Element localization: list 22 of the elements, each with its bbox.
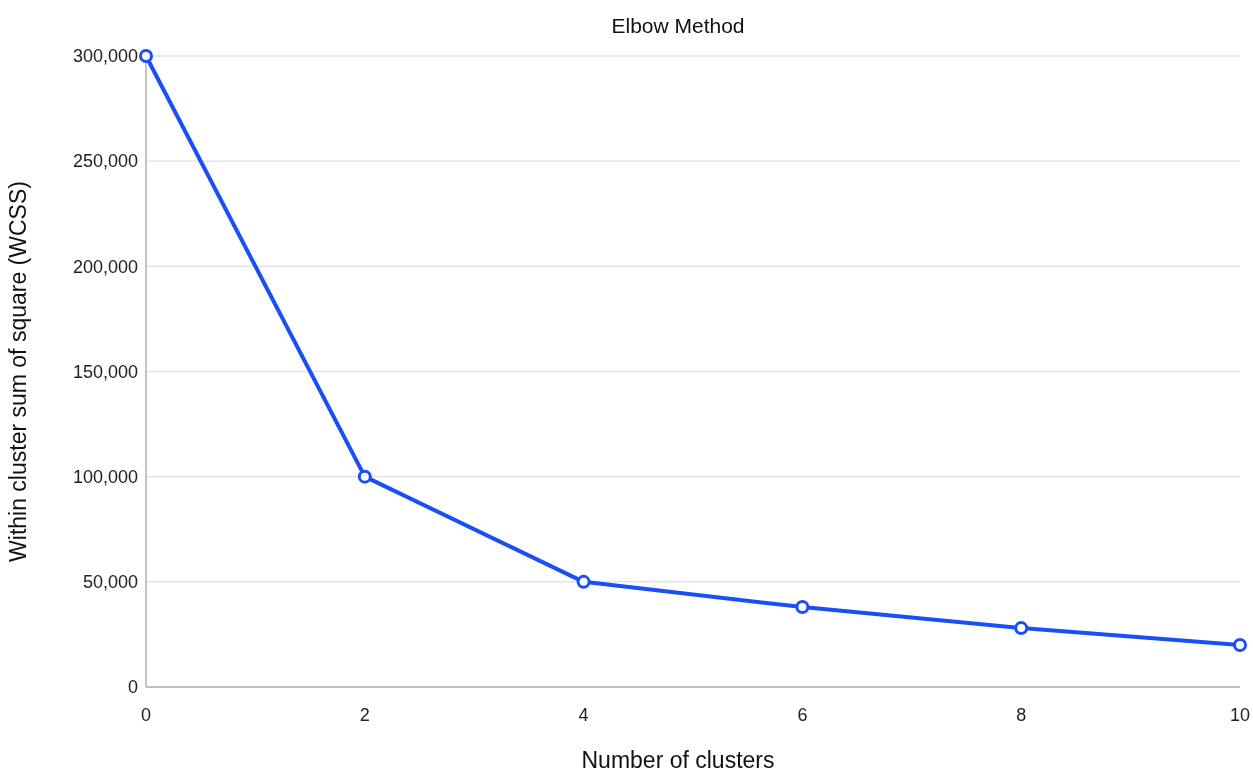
y-tick-label: 0 bbox=[127, 677, 138, 698]
y-tick-label: 300,000 bbox=[72, 46, 138, 67]
y-axis-title: Within cluster sum of square (WCSS) bbox=[5, 181, 31, 562]
point bbox=[1014, 621, 1029, 636]
y-tick-label: 150,000 bbox=[72, 361, 138, 382]
chart-title: Elbow Method bbox=[611, 14, 745, 37]
x-tick-label: 8 bbox=[1016, 705, 1027, 725]
point bbox=[357, 469, 372, 484]
x-tick-label: 2 bbox=[359, 705, 370, 725]
point bbox=[576, 574, 591, 589]
x-axis-title: Number of clusters bbox=[581, 747, 775, 772]
x-tick-label: 10 bbox=[1229, 705, 1251, 725]
point bbox=[139, 49, 153, 63]
y-tick-label: 50,000 bbox=[82, 572, 138, 593]
y-tick-label: 100,000 bbox=[72, 466, 138, 487]
y-tick-label: 250,000 bbox=[72, 151, 138, 172]
point bbox=[1233, 637, 1247, 652]
x-tick-label: 6 bbox=[797, 705, 808, 725]
x-tick-label: 4 bbox=[578, 705, 589, 725]
y-tick-label: 200,000 bbox=[72, 256, 138, 277]
point bbox=[795, 600, 810, 615]
x-tick-label: 0 bbox=[140, 705, 152, 725]
